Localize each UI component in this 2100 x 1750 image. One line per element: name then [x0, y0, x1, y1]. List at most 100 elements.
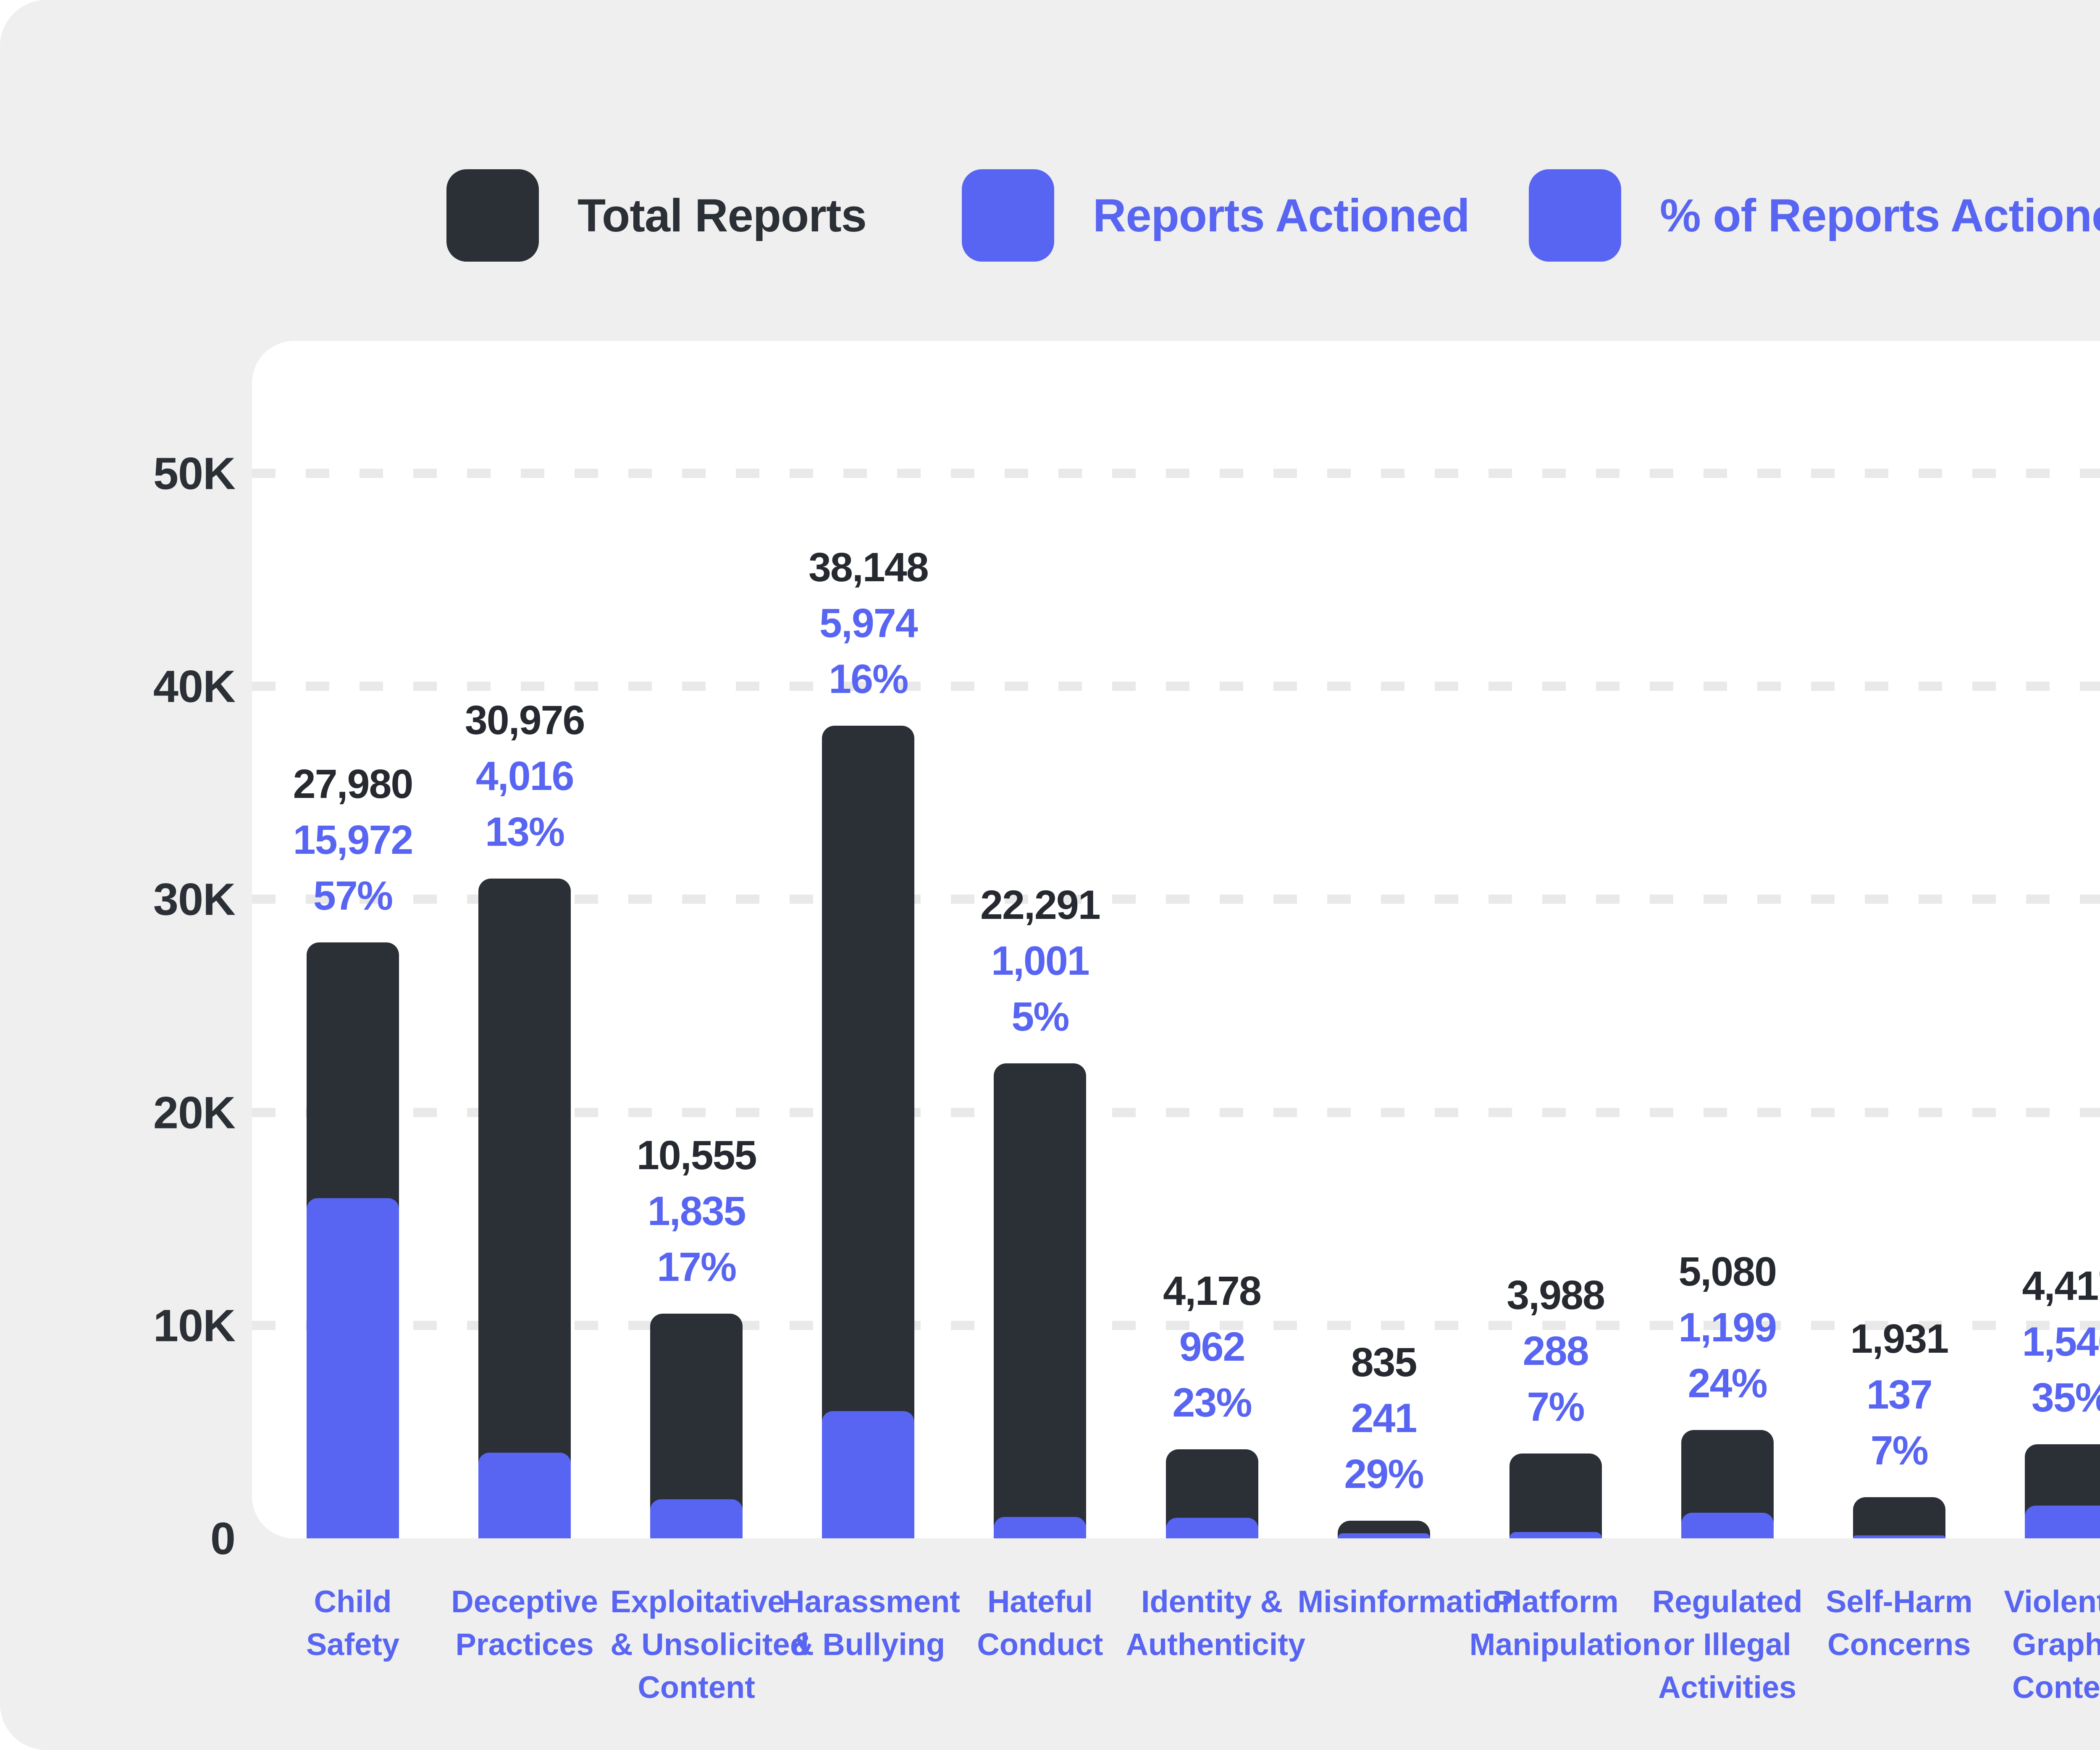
category-label-line: Exploitative	[610, 1584, 785, 1619]
bar-column-8: 3,988 288 7%	[1470, 341, 1642, 1538]
category-label-line: Platform	[1492, 1584, 1619, 1619]
category-label-line: Identity &	[1141, 1584, 1283, 1619]
total-reports-swatch	[446, 169, 539, 262]
category-label-line: Content	[2012, 1670, 2100, 1705]
category-label-4: Harassment & Bullying	[782, 1580, 960, 1666]
pct-actioned-value: 16%	[829, 656, 908, 702]
category-label-8: Platform Manipulation	[1469, 1580, 1661, 1666]
gridline-40k	[252, 682, 2100, 691]
category-label-6: Identity & Authenticity	[1126, 1580, 1306, 1666]
category-label-line: Hateful	[987, 1584, 1093, 1619]
category-label-line: Deceptive	[451, 1584, 598, 1619]
category-label-line: Graphic	[2012, 1627, 2100, 1662]
y-axis-tick-30k: 30K	[153, 874, 236, 925]
reports-actioned-value: 15,972	[293, 817, 414, 863]
reports-actioned-bar	[1853, 1535, 1945, 1538]
total-reports-value: 30,976	[465, 697, 585, 743]
pct-reports-actioned-label: % of Reports Actioned	[1660, 189, 2100, 241]
reports-actioned-bar	[994, 1517, 1087, 1538]
value-labels: 1,931 137 7%	[1850, 1311, 1949, 1478]
reports-actioned-label: Reports Actioned	[1093, 189, 1470, 241]
reports-actioned-value: 1,835	[647, 1188, 746, 1234]
total-reports-label: Total Reports	[578, 189, 867, 241]
value-labels: 38,148 5,974 16%	[808, 539, 929, 707]
total-reports-value: 4,417	[2022, 1263, 2100, 1309]
pct-actioned-value: 57%	[313, 873, 393, 918]
value-labels: 22,291 1,001 5%	[980, 877, 1101, 1044]
pct-actioned-value: 13%	[485, 809, 565, 855]
category-label-7: Misinformation	[1297, 1580, 1520, 1623]
total-reports-value: 10,555	[636, 1132, 757, 1178]
total-reports-value: 835	[1351, 1339, 1418, 1385]
value-labels: 10,555 1,835 17%	[636, 1127, 757, 1295]
reports-actioned-swatch	[962, 169, 1054, 262]
category-label-3: Exploitative & Unsolicited Content	[610, 1580, 809, 1709]
reports-actioned-bar	[1509, 1532, 1602, 1538]
reports-actioned-bar	[1681, 1513, 1774, 1538]
reports-actioned-value: 1,001	[991, 938, 1090, 984]
value-labels: 27,980 15,972 57%	[293, 756, 414, 924]
bar-column-11: 4,417 1,546 35%	[1985, 341, 2100, 1538]
reports-actioned-value: 1,199	[1678, 1304, 1777, 1350]
reports-actioned-bar	[478, 1453, 571, 1538]
category-label-line: Misinformation	[1297, 1584, 1520, 1619]
total-reports-bar	[822, 726, 915, 1538]
total-reports-value: 5,080	[1678, 1249, 1777, 1294]
category-label-line: Self-Harm	[1826, 1584, 1973, 1619]
category-label-line: Violent &	[2004, 1584, 2100, 1619]
category-label-line: Authenticity	[1126, 1627, 1306, 1662]
category-label-line: Safety	[306, 1627, 400, 1662]
gridline-50k	[252, 469, 2100, 478]
pct-actioned-value: 7%	[1870, 1427, 1929, 1473]
total-reports-value: 3,988	[1507, 1272, 1605, 1318]
reports-actioned-value: 5,974	[819, 600, 918, 646]
total-reports-bar	[478, 879, 571, 1538]
category-label-line: Practices	[455, 1627, 594, 1662]
bars-layer: 27,980 15,972 57% 30,976 4,016 13% 10,555 1,835…	[252, 341, 2100, 1538]
reports-actioned-value: 288	[1522, 1328, 1589, 1374]
value-labels: 30,976 4,016 13%	[465, 692, 585, 860]
bar-column-1: 27,980 15,972 57%	[267, 341, 439, 1538]
category-label-5: Hateful Conduct	[954, 1580, 1126, 1666]
category-label-line: Child	[314, 1584, 392, 1619]
value-labels: 5,080 1,199 24%	[1678, 1244, 1777, 1411]
category-label-2: Deceptive Practices	[438, 1580, 611, 1666]
reports-actioned-value: 241	[1351, 1395, 1418, 1441]
category-label-line: Content	[638, 1670, 755, 1705]
category-label-line: or Illegal	[1663, 1627, 1791, 1662]
reports-actioned-bar	[1166, 1518, 1258, 1538]
bar-column-9: 5,080 1,199 24%	[1641, 341, 1814, 1538]
value-labels: 3,988 288 7%	[1507, 1267, 1605, 1435]
legend-item-reports-actioned: Reports Actioned	[962, 169, 1470, 262]
category-label-line: Manipulation	[1469, 1627, 1661, 1662]
reports-actioned-value: 4,016	[475, 753, 575, 799]
total-reports-bar	[1853, 1497, 1945, 1538]
reports-actioned-bar	[307, 1198, 399, 1538]
category-label-line: Harassment	[782, 1584, 960, 1619]
bar-column-2: 30,976 4,016 13%	[438, 341, 611, 1538]
bar-column-4: 38,148 5,974 16%	[782, 341, 954, 1538]
total-reports-bar	[994, 1063, 1087, 1538]
pct-actioned-value: 24%	[1688, 1360, 1768, 1406]
total-reports-bar	[1509, 1454, 1602, 1538]
total-reports-value: 4,178	[1163, 1268, 1262, 1314]
reports-actioned-bar	[650, 1499, 743, 1538]
legend-item-pct-reports-actioned: % of Reports Actioned	[1529, 169, 2100, 262]
y-axis-tick-50k: 50K	[153, 448, 236, 499]
pct-actioned-value: 35%	[2031, 1375, 2100, 1420]
pct-actioned-value: 5%	[1011, 994, 1069, 1039]
reports-actioned-value: 962	[1179, 1324, 1246, 1370]
category-label-1: Child Safety	[267, 1580, 439, 1666]
category-labels-layer: Child Safety Deceptive Practices Exploitativ…	[252, 1580, 2100, 1750]
legend-item-total-reports: Total Reports	[446, 169, 867, 262]
y-axis-tick-40k: 40K	[153, 661, 236, 712]
category-label-line: Activities	[1658, 1670, 1797, 1705]
category-label-11: Violent & Graphic Content	[1985, 1580, 2100, 1709]
pct-actioned-value: 7%	[1527, 1384, 1585, 1430]
reports-actioned-bar	[822, 1411, 915, 1538]
pct-actioned-value: 23%	[1172, 1380, 1252, 1425]
total-reports-value: 1,931	[1850, 1316, 1949, 1362]
gridline-30k	[252, 895, 2100, 904]
y-axis-tick-20k: 20K	[153, 1087, 236, 1138]
gridline-20k	[252, 1108, 2100, 1117]
